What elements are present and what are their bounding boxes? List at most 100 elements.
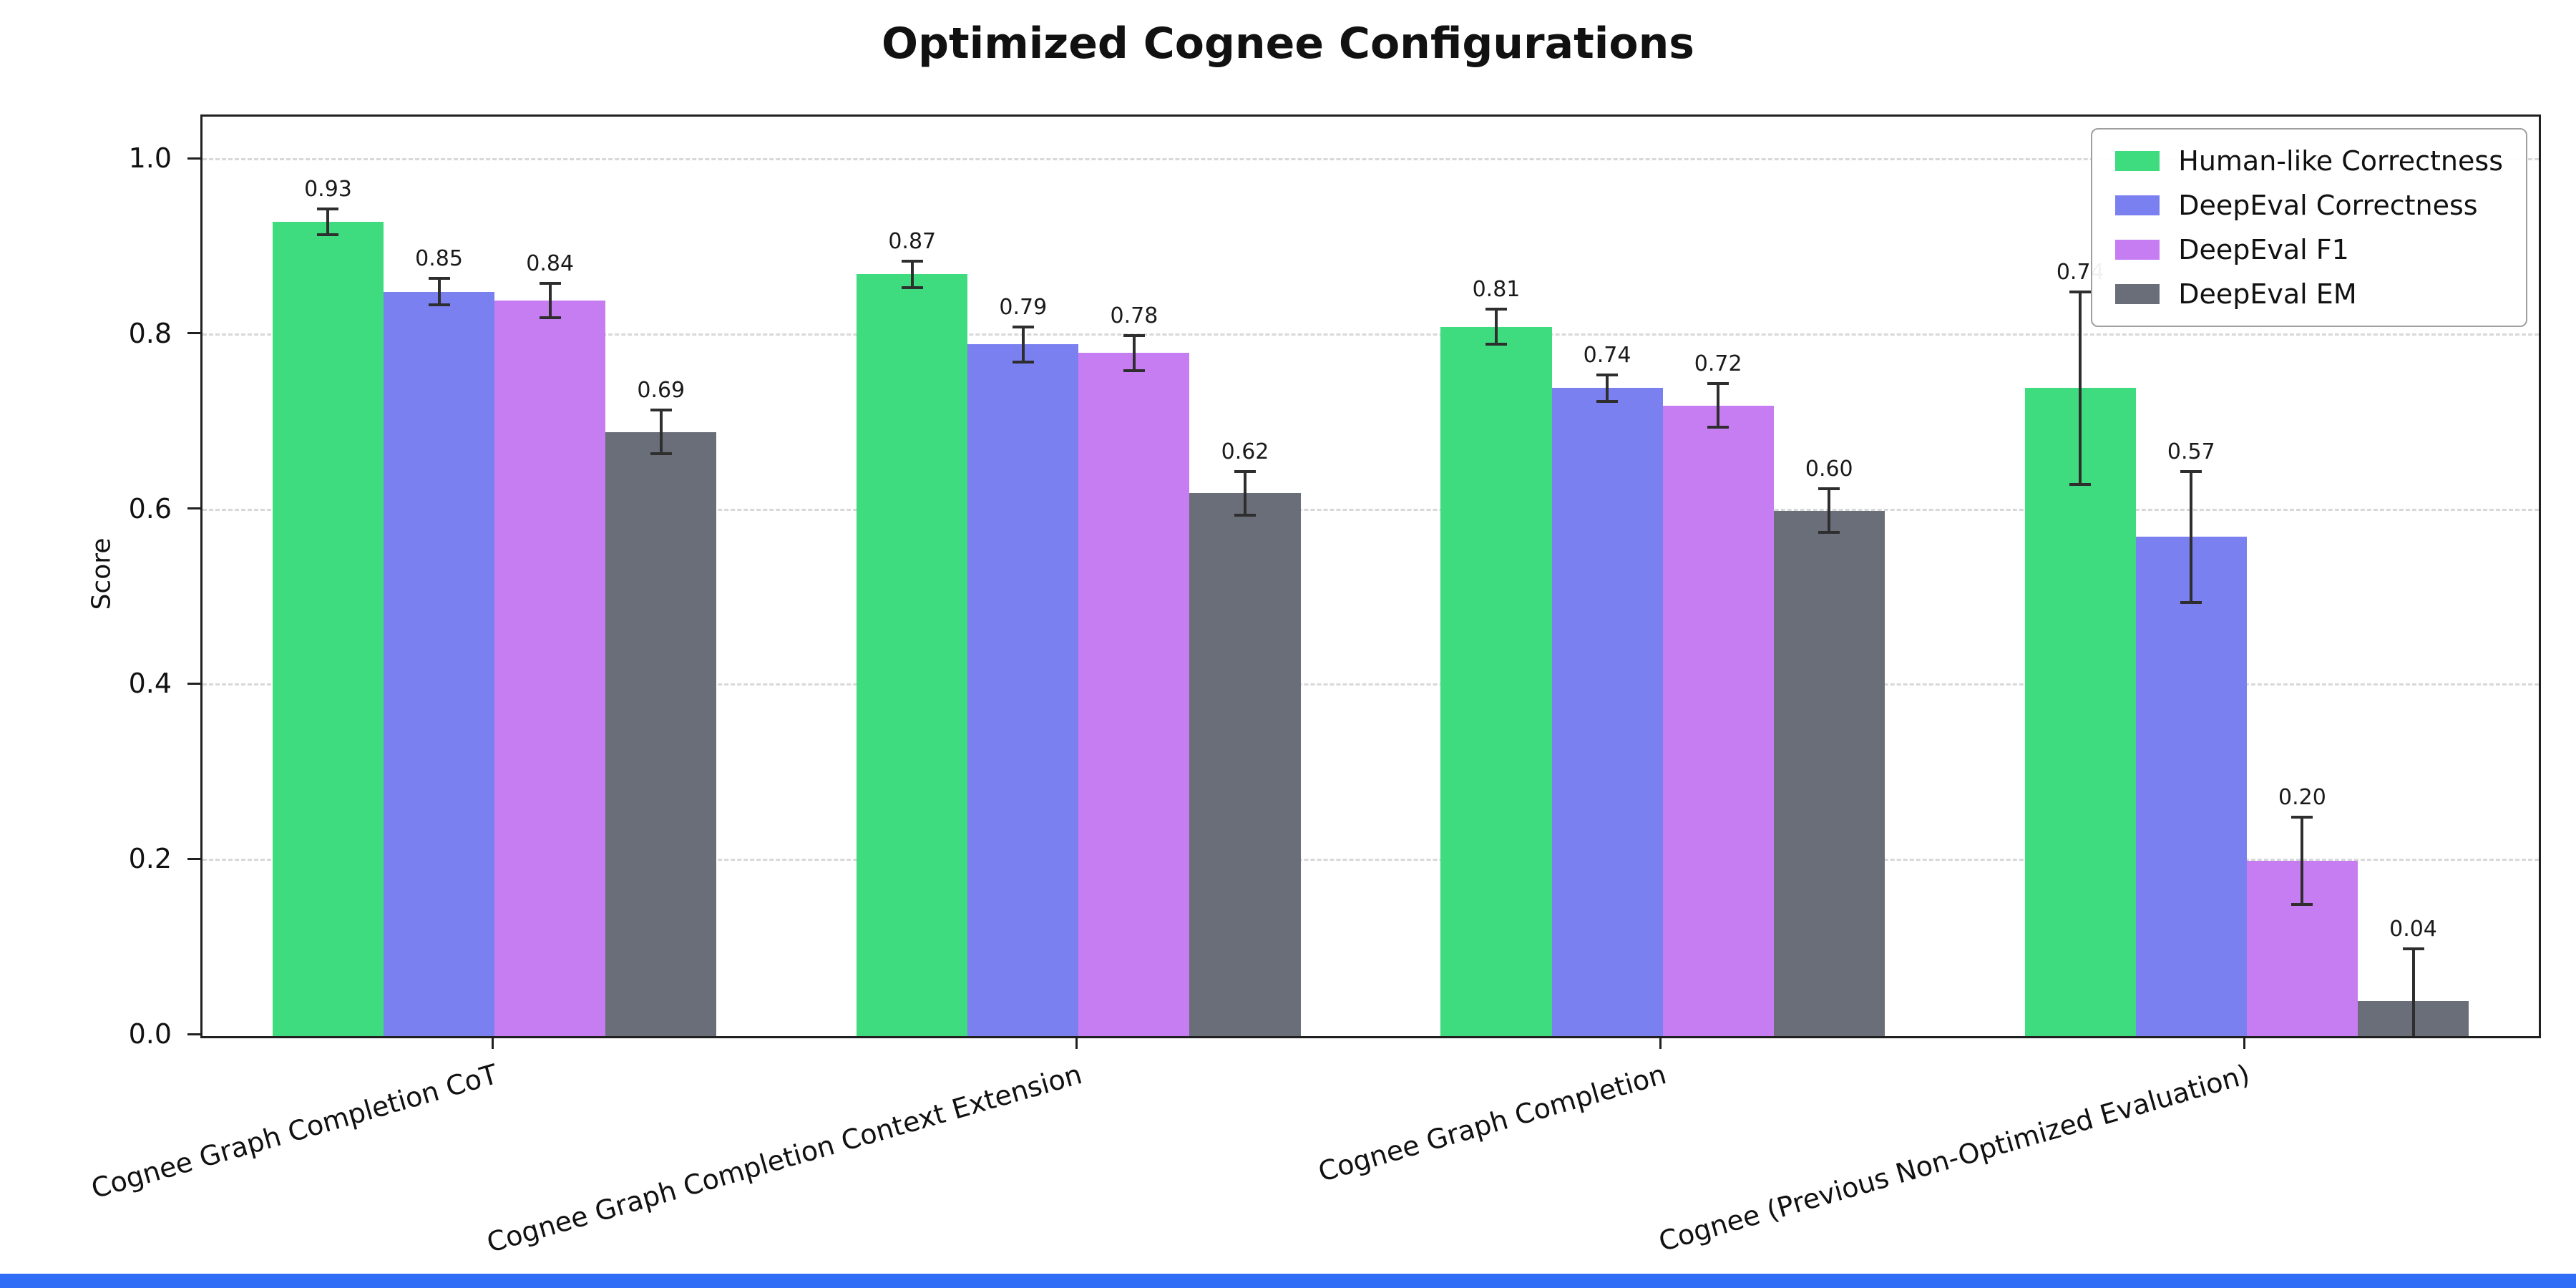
plot-area: 0.93 0.85 0.84 0.69 0.87 0.79 0.78 0.62 0.81 0.74… [200,114,2541,1038]
x-tick-label: Cognee Graph Completion Context Extensio… [483,1058,1085,1259]
gridline [203,333,2539,336]
y-tick-label: 0.6 [128,492,172,525]
error-bar-cap [317,233,339,237]
legend-item: DeepEval Correctness [2115,190,2503,221]
error-bar-cap [1707,426,1729,429]
error-bar-cap [428,303,450,307]
error-bar [437,278,441,306]
bar [605,431,717,1036]
error-bar [1244,471,1246,515]
bar-group: 0.87 0.79 0.78 0.62 [786,117,1370,1036]
error-bar [2190,471,2193,603]
bar-value-label: 0.79 [999,294,1048,320]
legend-item-label: Human-like Correctness [2178,145,2503,177]
error-bar-cap [2069,290,2092,293]
x-tick-mark [1659,1036,1662,1049]
error-bar-cap [1234,513,1256,517]
error-bar [1717,384,1720,428]
error-bar-cap [539,281,561,285]
bar-value-label: 0.93 [304,176,352,202]
error-bar-cap [1818,487,1840,491]
error-bar [2411,948,2415,1036]
bar-group: 0.74 0.57 0.20 0.04 [1955,117,2539,1036]
bar-value-label: 0.62 [1221,439,1269,464]
y-tick-label: 0.4 [128,668,172,700]
error-bar-cap [1123,369,1145,372]
y-tick-label: 0.0 [128,1018,172,1050]
error-bar-cap [2180,601,2202,605]
gridline [203,158,2539,161]
error-bar [1606,375,1609,401]
legend-swatch [2115,284,2160,304]
x-tick-mark [2243,1036,2246,1049]
error-bar [2079,291,2082,484]
error-bar-cap [1123,333,1145,337]
error-bar-cap [650,408,672,411]
error-bar [659,409,663,454]
error-bar-cap [2402,947,2424,950]
error-bar-cap [1818,531,1840,535]
bar [2135,537,2247,1036]
bar-value-label: 0.72 [1694,351,1742,377]
bar-value-label: 0.87 [888,228,937,254]
bar-value-label: 0.81 [1472,277,1521,303]
x-tick-label: Cognee Graph Completion CoT [87,1058,502,1205]
x-tick-mark [491,1036,494,1049]
error-bar-cap [1234,469,1256,473]
error-bar-cap [901,259,923,263]
bar [1773,510,1885,1036]
bar-value-label: 0.20 [2278,785,2326,811]
y-tick-label: 1.0 [128,142,172,175]
error-bar-cap [1707,382,1729,386]
error-bar-cap [2069,483,2092,486]
bar [1078,353,1190,1036]
error-bar [326,208,330,235]
error-bar-cap [539,316,561,320]
x-tick-label: Cognee Graph Completion [1314,1058,1669,1188]
bar [967,344,1079,1036]
bar [1440,326,1552,1036]
error-bar-cap [428,277,450,280]
error-bar [1828,489,1831,533]
y-tick-mark [187,682,200,685]
gridline [203,683,2539,686]
bar-value-label: 0.85 [415,246,463,272]
legend-item-label: DeepEval EM [2178,278,2357,310]
bar-value-label: 0.74 [1583,343,1631,369]
error-bar [1132,335,1136,371]
gridline [203,859,2539,862]
x-tick-mark [1075,1036,1078,1049]
legend: Human-like Correctness DeepEval Correctne… [2091,128,2527,327]
y-tick-mark [187,507,200,510]
y-tick-mark [187,157,200,160]
y-tick-label: 0.2 [128,843,172,875]
error-bar [2301,817,2304,905]
bar-value-label: 0.57 [2167,439,2215,464]
legend-item: DeepEval F1 [2115,234,2503,265]
bar-value-label: 0.60 [1805,457,1853,482]
error-bar [910,260,914,288]
gridline [203,508,2539,511]
error-bar-cap [1012,325,1034,328]
bar-value-label: 0.84 [526,250,575,276]
legend-item: DeepEval EM [2115,278,2503,310]
bar [272,221,384,1036]
legend-item-label: DeepEval Correctness [2178,190,2478,221]
bar [2024,388,2136,1036]
bar-value-label: 0.69 [637,377,686,403]
error-bar-cap [1012,360,1034,364]
y-axis-label: Score [87,537,117,610]
error-bar-cap [317,207,339,210]
y-tick-mark [187,332,200,335]
y-tick-label: 0.8 [128,317,172,349]
y-tick-mark [187,1033,200,1035]
bar-value-label: 0.04 [2389,916,2437,942]
legend-item-label: DeepEval F1 [2178,234,2349,265]
bottom-window-strip [0,1274,2576,1288]
bar-value-label: 0.78 [1110,303,1158,328]
error-bar-cap [2180,469,2202,473]
bar [1662,405,1774,1036]
legend-swatch [2115,195,2160,215]
error-bar-cap [2291,816,2313,819]
